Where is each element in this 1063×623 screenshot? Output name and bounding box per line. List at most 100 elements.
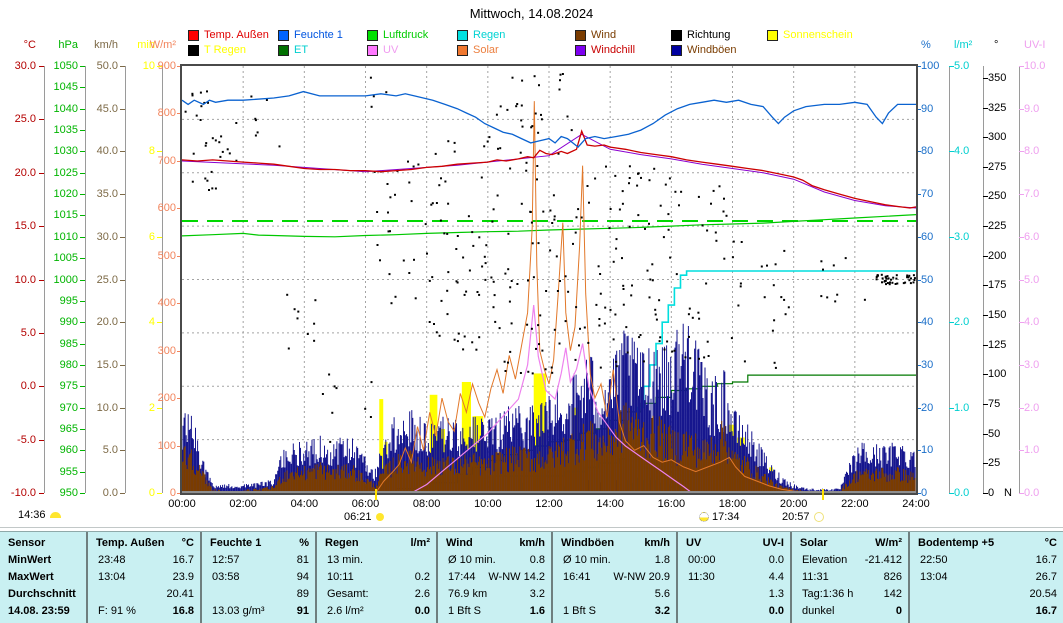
series-richtung-dot: [626, 351, 629, 354]
series-richtung-dot: [669, 256, 672, 259]
axis-tick-label-deg: 75: [988, 398, 1001, 411]
axis-tick-hpa: [80, 471, 85, 473]
series-richtung-dot: [567, 290, 570, 293]
series-richtung-dot: [206, 90, 208, 93]
series-richtung-dot: [529, 210, 532, 213]
table-cell-value: 0.0: [768, 554, 784, 566]
axis-tick-label-hpa: 1025: [53, 166, 78, 179]
series-richtung-dot: [579, 327, 581, 330]
axis-tick-kmh: [120, 151, 125, 153]
series-richtung-dot: [191, 180, 194, 183]
axis-tick-label-wm2: 400: [157, 297, 176, 310]
series-richtung-dot: [773, 319, 776, 322]
series-richtung-dot: [553, 218, 556, 221]
axis-tick-uvi: [1019, 236, 1024, 238]
table-column-header: Wind: [446, 537, 473, 549]
series-richtung-dot: [740, 241, 743, 243]
series-richtung-dot: [408, 181, 411, 184]
series-richtung-dot: [493, 294, 496, 297]
series-richtung-dot: [537, 242, 540, 245]
series-richtung-dot: [822, 268, 824, 271]
series-richtung-dot: [385, 91, 388, 94]
table-cell-label: 22:50: [920, 554, 948, 566]
series-richtung-dot: [881, 277, 884, 280]
series-richtung-dot: [486, 140, 489, 143]
axis-tick-label-kmh: 10.0: [96, 401, 118, 414]
axis-tick-hpa: [80, 386, 85, 388]
series-richtung-dot: [671, 350, 674, 353]
table-cell-value: 0.2: [414, 571, 430, 583]
series-richtung-dot: [712, 189, 715, 192]
table-cell-label: 00:00: [688, 554, 716, 566]
series-richtung-dot: [615, 360, 618, 363]
series-richtung-dot: [888, 283, 891, 286]
table-column-header: UV: [686, 537, 702, 549]
table-cell-value: 1.6: [529, 605, 545, 617]
series-richtung-dot: [621, 190, 624, 193]
axis-tick-label-wm2: 500: [157, 249, 176, 262]
axis-tick-label-wm2: 600: [157, 202, 176, 215]
axis-tick-kmh: [120, 450, 125, 452]
axis-tick-label-kmh: 35.0: [96, 188, 118, 201]
series-richtung-dot: [688, 335, 690, 338]
half-moon-icon: [49, 512, 61, 518]
series-richtung-dot: [575, 306, 578, 309]
table-cell-label: 12:57: [212, 554, 240, 566]
axis-tick-kmh: [120, 364, 125, 366]
series-richtung-dot: [516, 103, 519, 105]
axis-tick-deg: [983, 463, 988, 465]
axis-tick-deg: [983, 315, 988, 317]
axis-tick-wm2: [177, 66, 182, 67]
series-richtung-dot: [648, 179, 651, 182]
axis-tick-kmh: [120, 66, 125, 67]
axis-tick-label-deg: 200: [988, 249, 1007, 262]
series-richtung-dot: [321, 393, 324, 395]
axis-tick-label-hpa: 1000: [53, 273, 78, 286]
table-column-wind: Wind km/h Ø 10 min. 0.8 17:44 W-NW 14.2 76.9 k…: [436, 532, 553, 623]
series-richtung-dot: [314, 299, 317, 302]
series-feuchte-1: [182, 90, 916, 148]
table-row-label: MaxWert: [8, 571, 54, 583]
series-richtung-dot: [531, 242, 534, 245]
table-cell-value: 0.0: [768, 605, 784, 617]
axis-tick-label-temp: 5.0: [20, 326, 36, 339]
axis-tick-label-pct: 40: [921, 316, 934, 329]
series-richtung-dot: [649, 278, 652, 281]
legend-color-swatch: [575, 44, 586, 56]
series-richtung-dot: [530, 327, 533, 330]
series-richtung-dot: [599, 273, 602, 275]
series-richtung-dot: [387, 230, 390, 233]
series-richtung-dot: [820, 295, 823, 298]
axis-tick-label-temp: 10.0: [14, 273, 36, 286]
series-richtung-dot: [631, 284, 633, 287]
series-richtung-dot: [614, 174, 617, 177]
legend-item-solar: Solar: [457, 44, 499, 56]
table-cell-label: Ø 10 min.: [448, 554, 496, 566]
series-richtung-dot: [390, 302, 393, 305]
table-cell-value: 1.3: [768, 588, 784, 600]
legend-item-t-regen: T Regen: [188, 44, 246, 56]
axis-tick-label-hpa: 1010: [53, 230, 78, 243]
series-richtung-dot: [668, 177, 671, 180]
axis-tick-pct: [916, 151, 921, 153]
series-richtung-dot: [519, 151, 522, 154]
table-cell-value: 91: [296, 605, 309, 617]
axis-tick-hpa: [80, 151, 85, 153]
table-cell-value: 94: [296, 571, 309, 583]
series-richtung-dot: [488, 136, 491, 139]
sunrise-annotation: 06:21: [344, 511, 384, 523]
table-cell-value: 20.54: [1029, 588, 1057, 600]
series-richtung-dot: [718, 185, 721, 188]
x-tick-label: 04:00: [290, 498, 319, 510]
series-richtung-dot: [235, 159, 238, 162]
series-richtung-dot: [446, 289, 449, 292]
series-richtung-dot: [628, 182, 630, 185]
series-richtung-dot: [430, 203, 433, 206]
axis-tick-uvi: [1019, 151, 1024, 153]
series-richtung-dot: [536, 165, 539, 167]
table-column-unit: °C: [1044, 537, 1057, 549]
table-column-unit: UV-I: [762, 537, 784, 549]
axis-header-kmh: km/h: [94, 39, 118, 51]
series-richtung-dot: [370, 105, 373, 108]
legend-label: Wind: [591, 29, 617, 41]
